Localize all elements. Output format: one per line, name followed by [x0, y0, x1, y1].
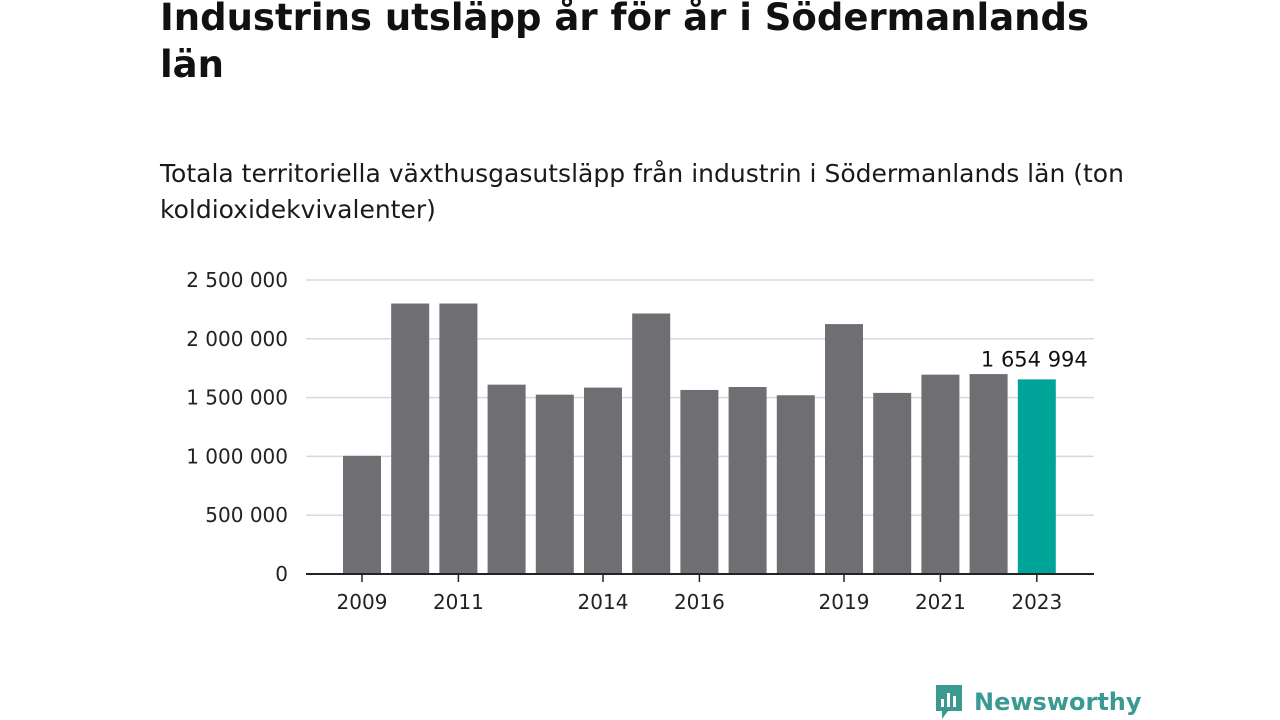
- bar-2020: [873, 392, 912, 574]
- bar-2013: [535, 394, 574, 574]
- bar-2019: [825, 324, 863, 574]
- y-tick-label: 500 000: [205, 503, 288, 527]
- bar-2015: [632, 313, 671, 574]
- x-axis-ticks: 2009 2011 2014 2016 2019 2021 2023: [337, 574, 1062, 614]
- y-tick-label: 0: [275, 562, 288, 586]
- bar-2010: [391, 303, 430, 574]
- bar-2012: [487, 384, 526, 574]
- bar-2011: [439, 303, 478, 574]
- bar-2016: [680, 389, 719, 574]
- bar-2014: [584, 387, 622, 574]
- bar-2022: [969, 374, 1008, 574]
- x-tick-label: 2016: [674, 590, 725, 614]
- chart-subtitle: Totala territoriella växthusgasutsläpp f…: [160, 159, 1124, 224]
- x-tick-label: 2019: [819, 590, 870, 614]
- data-labels: 1 654 994: [981, 347, 1088, 371]
- bar-2009: [343, 455, 381, 574]
- y-tick-label: 2 500 000: [186, 268, 288, 292]
- x-tick-label: 2009: [337, 590, 388, 614]
- chart-title: Industrins utsläpp år för år i Södermanl…: [160, 0, 1090, 86]
- y-tick-label: 2 000 000: [186, 327, 288, 351]
- bar-2023: [1017, 379, 1056, 574]
- y-tick-label: 1 500 000: [186, 386, 288, 410]
- x-tick-label: 2021: [915, 590, 966, 614]
- y-axis-tick-labels: 0 500 000 1 000 000 1 500 000 2 000 000 2 500…: [186, 268, 288, 586]
- bar-2021: [921, 374, 960, 574]
- y-tick-label: 1 000 000: [186, 444, 288, 468]
- brand-name: Newsworthy: [974, 688, 1142, 716]
- x-tick-label: 2023: [1011, 590, 1062, 614]
- brand: Newsworthy: [934, 684, 1142, 720]
- newsworthy-logo-icon: [936, 685, 962, 719]
- data-label: 1 654 994: [981, 347, 1088, 371]
- bars: [343, 303, 1056, 574]
- x-tick-label: 2014: [578, 590, 629, 614]
- bar-2017: [728, 387, 767, 574]
- x-tick-label: 2011: [433, 590, 484, 614]
- bar-2018: [776, 395, 815, 574]
